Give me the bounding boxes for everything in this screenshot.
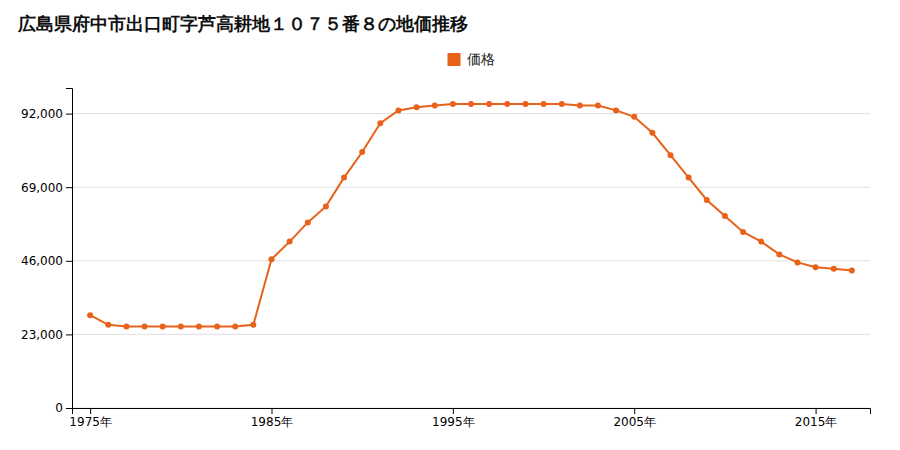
- x-tick: 2015年: [795, 408, 838, 429]
- legend-label: 価格: [467, 51, 495, 67]
- point: [214, 323, 220, 329]
- x-tick-mark: [453, 408, 454, 414]
- x-tick-mark: [90, 408, 91, 414]
- grid-line: [72, 113, 870, 114]
- x-tick-label: 2015年: [795, 415, 838, 429]
- line: [90, 104, 852, 326]
- point: [196, 323, 202, 329]
- point: [87, 312, 93, 318]
- point: [849, 267, 855, 273]
- point: [160, 323, 166, 329]
- point: [686, 175, 692, 181]
- point: [794, 259, 800, 265]
- y-tick-label: 0: [55, 401, 63, 415]
- y-tick-mark: [66, 187, 72, 188]
- point: [232, 323, 238, 329]
- y-tick: 23,000: [21, 328, 72, 342]
- point: [504, 101, 510, 107]
- point: [178, 323, 184, 329]
- point: [668, 152, 674, 158]
- x-tick-mark: [816, 408, 817, 414]
- y-tick-mark: [66, 408, 72, 409]
- y-axis-line: [66, 89, 73, 409]
- point: [577, 103, 583, 109]
- point: [541, 101, 547, 107]
- point: [305, 219, 311, 225]
- chart: 広島県府中市出口町字芦高耕地１０７５番８の地価推移 1975年 1985年 1995年…: [0, 0, 900, 450]
- point: [432, 103, 438, 109]
- point: [468, 101, 474, 107]
- point: [831, 266, 837, 272]
- plot-area: 1975年 1985年 1995年 2005年 2015年 0 23,000 46,000 69…: [21, 89, 871, 429]
- point: [269, 256, 275, 262]
- point: [740, 229, 746, 235]
- point: [758, 239, 764, 245]
- x-tick: 1975年: [69, 408, 112, 429]
- point: [341, 175, 347, 181]
- point: [649, 130, 655, 136]
- x-tick-label: 2005年: [613, 415, 656, 429]
- y-tick-label: 92,000: [21, 107, 63, 121]
- y-tick: 92,000: [21, 107, 72, 121]
- y-tick-mark: [66, 261, 72, 262]
- x-tick-mark: [272, 408, 273, 414]
- y-tick-label: 23,000: [21, 328, 63, 342]
- point: [722, 213, 728, 219]
- point: [105, 322, 111, 328]
- y-tick-label: 46,000: [21, 254, 63, 268]
- point: [287, 239, 293, 245]
- point: [250, 322, 256, 328]
- x-tick: 1985年: [251, 408, 294, 429]
- point: [486, 101, 492, 107]
- x-tick-label: 1985年: [251, 415, 294, 429]
- x-axis-line: [73, 409, 871, 415]
- point: [776, 251, 782, 257]
- point: [377, 120, 383, 126]
- title: 広島県府中市出口町字芦高耕地１０７５番８の地価推移: [17, 13, 468, 34]
- point: [450, 101, 456, 107]
- x-tick-mark: [634, 408, 635, 414]
- point: [522, 101, 528, 107]
- marks: [87, 101, 855, 329]
- y-tick: 46,000: [21, 254, 72, 268]
- point: [813, 264, 819, 270]
- legend-item: 価格: [448, 51, 495, 67]
- y-axis: 0 23,000 46,000 69,000 92,000: [21, 89, 73, 416]
- legend-swatch: [448, 53, 461, 66]
- y-tick-mark: [66, 114, 72, 115]
- point: [595, 103, 601, 109]
- point: [323, 203, 329, 209]
- x-axis: 1975年 1985年 1995年 2005年 2015年: [69, 408, 870, 429]
- grid-line: [72, 187, 870, 188]
- x-tick-label: 1975年: [69, 415, 112, 429]
- point: [613, 107, 619, 113]
- point: [559, 101, 565, 107]
- y-tick-label: 69,000: [21, 181, 63, 195]
- point: [395, 107, 401, 113]
- x-tick: 2005年: [613, 408, 656, 429]
- legend: 価格: [448, 51, 495, 67]
- point: [359, 149, 365, 155]
- y-tick: 69,000: [21, 181, 72, 195]
- x-tick: 1995年: [432, 408, 475, 429]
- point: [123, 323, 129, 329]
- point: [704, 197, 710, 203]
- grid-line: [72, 334, 870, 335]
- y-tick: 0: [55, 401, 72, 415]
- grid-line: [72, 260, 870, 261]
- point: [142, 323, 148, 329]
- grid: [72, 114, 870, 408]
- point: [631, 114, 637, 120]
- y-tick-mark: [66, 334, 72, 335]
- x-tick-label: 1995年: [432, 415, 475, 429]
- point: [414, 104, 420, 110]
